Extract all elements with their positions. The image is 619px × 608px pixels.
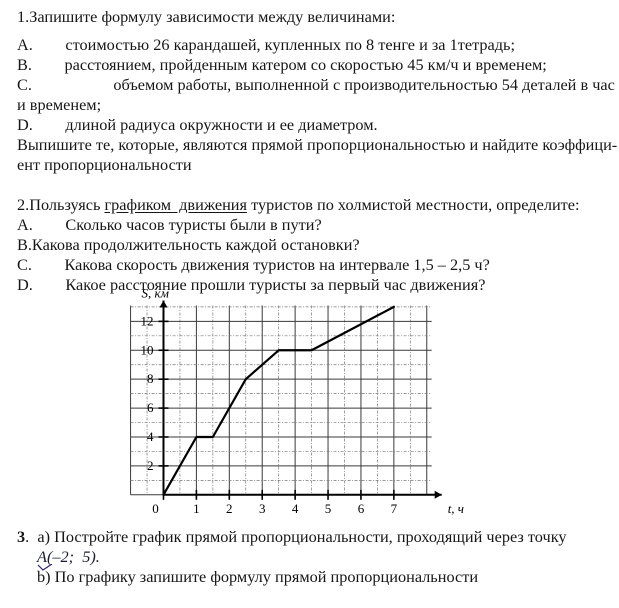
svg-text:4: 4 [147, 429, 154, 444]
svg-text:3: 3 [259, 501, 266, 516]
svg-text:6: 6 [358, 501, 365, 516]
svg-text:8: 8 [147, 371, 154, 386]
svg-text:12: 12 [140, 313, 153, 328]
svg-text:2: 2 [147, 458, 154, 473]
svg-text:4: 4 [292, 501, 299, 516]
svg-text:7: 7 [391, 501, 398, 516]
svg-text:S, км: S, км [141, 285, 168, 300]
svg-text:1: 1 [193, 501, 200, 516]
svg-text:10: 10 [140, 342, 153, 357]
svg-text:5: 5 [325, 501, 332, 516]
svg-text:6: 6 [147, 400, 154, 415]
svg-text:0: 0 [152, 501, 159, 516]
svg-text:2: 2 [226, 501, 233, 516]
svg-text:t, ч: t, ч [448, 501, 464, 516]
